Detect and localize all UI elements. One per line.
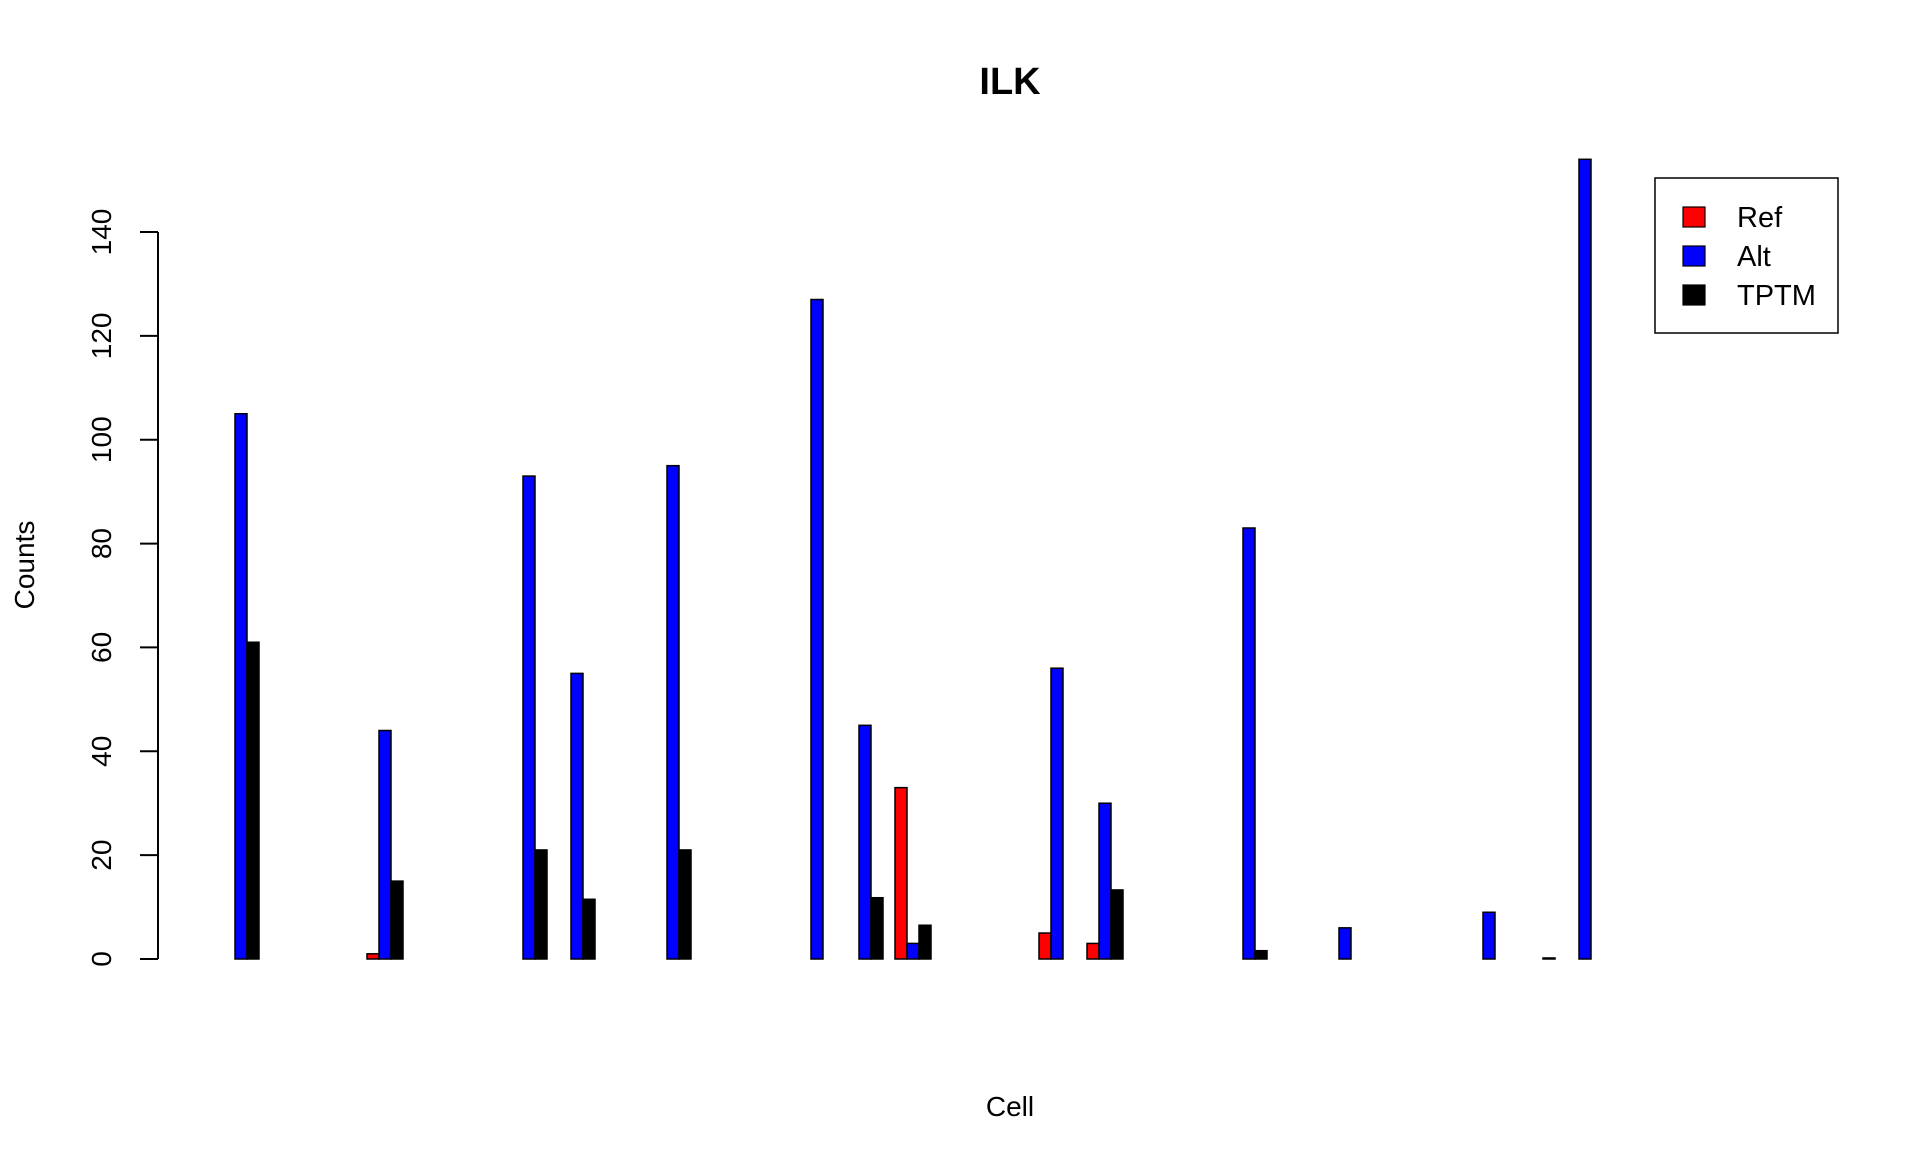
- alt-bar: [858, 724, 872, 960]
- tptm-bar: [582, 898, 596, 960]
- tptm-bar: [1254, 949, 1268, 960]
- legend-swatch: [1682, 245, 1706, 267]
- alt-bar: [1050, 667, 1064, 960]
- ref-bar: [1086, 942, 1100, 960]
- legend-swatch: [1682, 206, 1706, 228]
- ref-bar: [1038, 932, 1052, 960]
- alt-bar: [378, 729, 392, 960]
- tptm-bar: [1110, 889, 1124, 960]
- alt-bar: [906, 942, 920, 960]
- y-tick-label: 0: [86, 951, 117, 967]
- legend-label: Alt: [1737, 241, 1771, 273]
- chart-title: ILK: [979, 61, 1041, 103]
- alt-bar: [1482, 911, 1496, 960]
- legend: Ref Alt TPTM: [1654, 177, 1839, 334]
- alt-bar: [234, 413, 248, 960]
- y-axis: 0 20 40 60 80 100 120 140: [86, 209, 159, 967]
- alt-bar: [522, 475, 536, 960]
- alt-bar: [1098, 802, 1112, 960]
- y-axis-label: Counts: [9, 521, 40, 610]
- y-tick-label: 140: [86, 209, 117, 256]
- alt-bar: [1578, 158, 1592, 960]
- tptm-bar: [918, 924, 932, 960]
- alt-bar: [1242, 527, 1256, 960]
- ref-bar: [894, 786, 908, 960]
- tptm-bar: [870, 896, 884, 960]
- y-tick-label: 100: [86, 416, 117, 463]
- tptm-bar: [246, 641, 260, 960]
- y-tick-label: 80: [86, 528, 117, 559]
- y-tick-label: 40: [86, 736, 117, 767]
- tptm-bar: [390, 880, 404, 960]
- ref-bar: [366, 953, 380, 960]
- x-axis-label: Cell: [986, 1091, 1034, 1122]
- legend-label: Ref: [1737, 202, 1783, 234]
- y-tick-label: 120: [86, 312, 117, 359]
- alt-bar: [666, 464, 680, 960]
- legend-label: TPTM: [1737, 280, 1816, 312]
- tptm-bar: [678, 849, 692, 960]
- legend-swatch: [1682, 284, 1706, 306]
- tptm-bar: [534, 849, 548, 960]
- tptm-bar: [1542, 957, 1556, 960]
- y-tick-label: 20: [86, 840, 117, 871]
- alt-bar: [1338, 927, 1352, 960]
- alt-bar: [570, 672, 584, 960]
- bars-group: [234, 158, 1592, 960]
- y-tick-label: 60: [86, 632, 117, 663]
- alt-bar: [810, 298, 824, 960]
